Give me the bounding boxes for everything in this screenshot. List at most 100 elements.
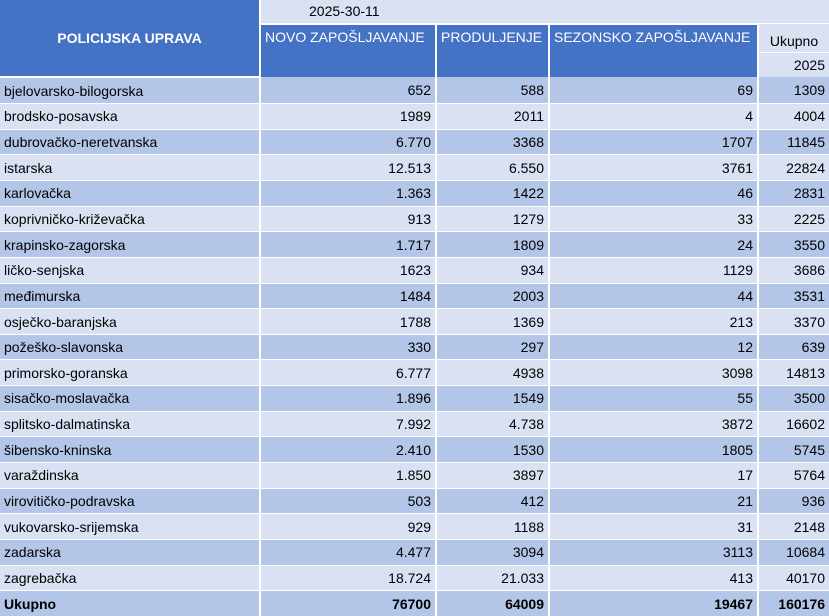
- table-row: sisačko-moslavačka 1.896 1549 55 3500: [0, 385, 829, 412]
- row-extension-cell: 412: [436, 488, 550, 515]
- header-date: 2025-30-11: [260, 0, 829, 24]
- row-total-cell: 22824: [758, 154, 829, 181]
- row-total-cell: 3370: [758, 308, 829, 335]
- row-name-cell: brodsko-posavska: [0, 103, 261, 130]
- row-new-cell: 1.896: [260, 385, 437, 412]
- row-name-cell: koprivničko-križevačka: [0, 206, 261, 233]
- row-total-cell: 2225: [758, 206, 829, 233]
- row-seasonal-cell: 24: [549, 231, 759, 258]
- row-new-cell: 929: [260, 513, 437, 540]
- row-new-cell: 12.513: [260, 154, 437, 181]
- row-extension-cell: 6.550: [436, 154, 550, 181]
- row-seasonal-cell: 3113: [549, 539, 759, 566]
- row-seasonal-cell: 33: [549, 206, 759, 233]
- row-name-cell: virovitičko-podravska: [0, 488, 261, 515]
- row-name-cell: sisačko-moslavačka: [0, 385, 261, 412]
- table-row: zagrebačka 18.724 21.033 413 40170: [0, 565, 829, 592]
- row-extension-cell: 21.033: [436, 565, 550, 592]
- table-row: bjelovarsko-bilogorska 652 588 69 1309: [0, 77, 829, 105]
- row-total-cell: 14813: [758, 359, 829, 387]
- row-name-cell: bjelovarsko-bilogorska: [0, 77, 261, 105]
- row-total-cell: 5745: [758, 436, 829, 464]
- row-total-cell: 3550: [758, 231, 829, 258]
- row-name-cell: krapinsko-zagorska: [0, 231, 261, 258]
- row-extension-cell: 934: [436, 257, 550, 284]
- row-total-cell: 2831: [758, 180, 829, 207]
- row-seasonal-cell: 1707: [549, 129, 759, 156]
- row-name-cell: splitsko-dalmatinska: [0, 411, 261, 438]
- row-new-cell: 7.992: [260, 411, 437, 438]
- row-new-cell: 913: [260, 206, 437, 233]
- totals-seasonal: 19467: [549, 590, 759, 616]
- row-seasonal-cell: 55: [549, 385, 759, 412]
- row-extension-cell: 1549: [436, 385, 550, 412]
- header-department: POLICIJSKA UPRAVA: [0, 0, 261, 79]
- row-seasonal-cell: 21: [549, 488, 759, 515]
- row-seasonal-cell: 4: [549, 103, 759, 130]
- table-row: krapinsko-zagorska 1.717 1809 24 3550: [0, 231, 829, 258]
- row-total-cell: 2148: [758, 513, 829, 540]
- row-extension-cell: 3094: [436, 539, 550, 566]
- table-row: splitsko-dalmatinska 7.992 4.738 3872 16602: [0, 411, 829, 438]
- row-total-cell: 40170: [758, 565, 829, 592]
- row-extension-cell: 1188: [436, 513, 550, 540]
- row-new-cell: 18.724: [260, 565, 437, 592]
- table-row: međimurska 1484 2003 44 3531: [0, 283, 829, 310]
- table-row: brodsko-posavska 1989 2011 4 4004: [0, 103, 829, 130]
- row-extension-cell: 1422: [436, 180, 550, 207]
- table-row: primorsko-goranska 6.777 4938 3098 14813: [0, 359, 829, 387]
- table-row: ličko-senjska 1623 934 1129 3686: [0, 257, 829, 284]
- row-extension-cell: 4938: [436, 359, 550, 387]
- table-row: osječko-baranjska 1788 1369 213 3370: [0, 308, 829, 335]
- row-total-cell: 10684: [758, 539, 829, 566]
- row-seasonal-cell: 3098: [549, 359, 759, 387]
- row-name-cell: zadarska: [0, 539, 261, 566]
- row-seasonal-cell: 413: [549, 565, 759, 592]
- row-new-cell: 330: [260, 334, 437, 361]
- header-new-employment: NOVO ZAPOŠLJAVANJE: [260, 22, 437, 78]
- row-total-cell: 639: [758, 334, 829, 361]
- row-new-cell: 1623: [260, 257, 437, 284]
- row-new-cell: 503: [260, 488, 437, 515]
- row-seasonal-cell: 31: [549, 513, 759, 540]
- header-seasonal: SEZONSKO ZAPOŠLJAVANJE: [549, 22, 759, 78]
- table-row: vukovarsko-srijemska 929 1188 31 2148: [0, 513, 829, 540]
- row-name-cell: primorsko-goranska: [0, 359, 261, 387]
- row-seasonal-cell: 213: [549, 308, 759, 335]
- totals-extension: 64009: [436, 590, 550, 616]
- table-row: istarska 12.513 6.550 3761 22824: [0, 154, 829, 181]
- row-extension-cell: 1809: [436, 231, 550, 258]
- header-row-year: 2025: [0, 51, 829, 78]
- row-new-cell: 1.363: [260, 180, 437, 207]
- row-extension-cell: 1279: [436, 206, 550, 233]
- row-extension-cell: 2011: [436, 103, 550, 130]
- table-row: zadarska 4.477 3094 3113 10684: [0, 539, 829, 566]
- table-row: dubrovačko-neretvanska 6.770 3368 1707 11845: [0, 129, 829, 156]
- row-extension-cell: 1369: [436, 308, 550, 335]
- row-name-cell: osječko-baranjska: [0, 308, 261, 335]
- row-name-cell: zagrebačka: [0, 565, 261, 592]
- row-seasonal-cell: 17: [549, 462, 759, 489]
- row-total-cell: 4004: [758, 103, 829, 130]
- row-total-cell: 3531: [758, 283, 829, 310]
- row-extension-cell: 3368: [436, 129, 550, 156]
- table-row: virovitičko-podravska 503 412 21 936: [0, 488, 829, 515]
- row-new-cell: 4.477: [260, 539, 437, 566]
- row-seasonal-cell: 1805: [549, 436, 759, 464]
- row-total-cell: 11845: [758, 129, 829, 156]
- row-total-cell: 16602: [758, 411, 829, 438]
- row-name-cell: vukovarsko-srijemska: [0, 513, 261, 540]
- row-new-cell: 652: [260, 77, 437, 105]
- row-seasonal-cell: 1129: [549, 257, 759, 284]
- header-row-columns: NOVO ZAPOŠLJAVANJE PRODULJENJE SEZONSKO …: [0, 22, 829, 78]
- row-new-cell: 6.770: [260, 129, 437, 156]
- row-new-cell: 2.410: [260, 436, 437, 464]
- row-total-cell: 3500: [758, 385, 829, 412]
- row-name-cell: međimurska: [0, 283, 261, 310]
- row-extension-cell: 297: [436, 334, 550, 361]
- row-total-cell: 5764: [758, 462, 829, 489]
- row-extension-cell: 4.738: [436, 411, 550, 438]
- row-name-cell: požeško-slavonska: [0, 334, 261, 361]
